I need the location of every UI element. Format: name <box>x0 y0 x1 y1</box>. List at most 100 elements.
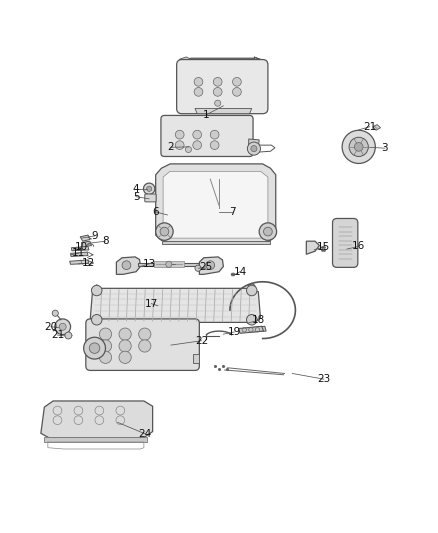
Text: 8: 8 <box>102 236 109 246</box>
Polygon shape <box>199 257 223 274</box>
Polygon shape <box>239 326 264 333</box>
Circle shape <box>122 261 131 270</box>
Circle shape <box>210 141 219 149</box>
Text: 9: 9 <box>91 231 98 241</box>
Circle shape <box>213 87 222 96</box>
Text: 17: 17 <box>145 298 158 309</box>
Circle shape <box>139 340 151 352</box>
Circle shape <box>185 147 191 152</box>
Polygon shape <box>153 261 184 268</box>
Text: 19: 19 <box>228 327 241 337</box>
Text: 14: 14 <box>233 266 247 277</box>
Polygon shape <box>70 260 89 264</box>
Polygon shape <box>41 401 152 438</box>
Polygon shape <box>155 164 276 244</box>
Text: 25: 25 <box>199 262 212 272</box>
Circle shape <box>166 261 172 268</box>
Polygon shape <box>193 354 199 362</box>
Polygon shape <box>249 139 259 149</box>
Circle shape <box>119 351 131 364</box>
Text: 22: 22 <box>195 336 208 346</box>
Circle shape <box>247 285 257 296</box>
Circle shape <box>52 310 58 316</box>
Text: 16: 16 <box>352 241 365 252</box>
Circle shape <box>213 77 222 86</box>
Text: 2: 2 <box>168 142 174 152</box>
Polygon shape <box>117 257 141 274</box>
Circle shape <box>99 328 112 340</box>
Polygon shape <box>81 241 92 247</box>
Polygon shape <box>80 235 90 241</box>
Circle shape <box>194 77 203 86</box>
Polygon shape <box>163 171 268 238</box>
Circle shape <box>247 314 257 325</box>
Text: 21: 21 <box>363 122 376 132</box>
Circle shape <box>233 87 241 96</box>
Circle shape <box>99 351 112 364</box>
Text: 23: 23 <box>317 374 330 384</box>
Circle shape <box>119 328 131 340</box>
Circle shape <box>55 319 71 335</box>
Polygon shape <box>254 57 261 66</box>
Circle shape <box>193 141 201 149</box>
Text: 20: 20 <box>44 322 57 332</box>
Text: 21: 21 <box>51 330 64 340</box>
Circle shape <box>251 146 257 152</box>
Text: 4: 4 <box>133 184 139 194</box>
Circle shape <box>195 265 201 271</box>
Text: 15: 15 <box>317 242 330 252</box>
Polygon shape <box>71 246 89 251</box>
FancyBboxPatch shape <box>332 219 358 268</box>
Circle shape <box>194 87 203 96</box>
Circle shape <box>144 183 155 195</box>
Circle shape <box>259 223 277 240</box>
Circle shape <box>264 227 272 236</box>
Circle shape <box>89 343 100 353</box>
Circle shape <box>99 340 112 352</box>
Circle shape <box>92 285 102 296</box>
Polygon shape <box>138 263 199 265</box>
Circle shape <box>175 130 184 139</box>
Polygon shape <box>251 326 266 332</box>
Polygon shape <box>90 288 261 322</box>
Text: 13: 13 <box>142 259 156 269</box>
Circle shape <box>139 328 151 340</box>
Circle shape <box>233 77 241 86</box>
Circle shape <box>210 130 219 139</box>
Circle shape <box>354 142 363 151</box>
FancyBboxPatch shape <box>161 116 253 157</box>
Text: 1: 1 <box>203 110 209 120</box>
Text: 18: 18 <box>252 315 265 325</box>
Polygon shape <box>306 241 319 254</box>
FancyBboxPatch shape <box>145 194 156 202</box>
Polygon shape <box>180 57 191 66</box>
Text: 5: 5 <box>133 192 139 201</box>
Circle shape <box>206 261 215 270</box>
Text: 7: 7 <box>229 207 235 217</box>
Text: 10: 10 <box>75 242 88 252</box>
Circle shape <box>59 323 66 330</box>
Polygon shape <box>162 241 270 244</box>
Circle shape <box>160 227 169 236</box>
Circle shape <box>65 332 72 339</box>
Text: 24: 24 <box>138 429 152 439</box>
FancyBboxPatch shape <box>86 319 199 370</box>
Circle shape <box>84 337 106 359</box>
Circle shape <box>342 130 375 164</box>
Circle shape <box>119 340 131 352</box>
Polygon shape <box>195 108 252 114</box>
Text: 12: 12 <box>81 258 95 268</box>
Circle shape <box>175 141 184 149</box>
Circle shape <box>247 142 261 155</box>
Polygon shape <box>186 58 258 64</box>
Circle shape <box>155 223 173 240</box>
Circle shape <box>349 138 368 157</box>
Circle shape <box>92 314 102 325</box>
Polygon shape <box>44 437 147 442</box>
Text: 6: 6 <box>152 207 159 217</box>
Circle shape <box>215 100 221 106</box>
FancyBboxPatch shape <box>177 60 268 114</box>
Text: 3: 3 <box>381 143 388 153</box>
Circle shape <box>147 186 152 191</box>
Text: 11: 11 <box>72 248 85 259</box>
